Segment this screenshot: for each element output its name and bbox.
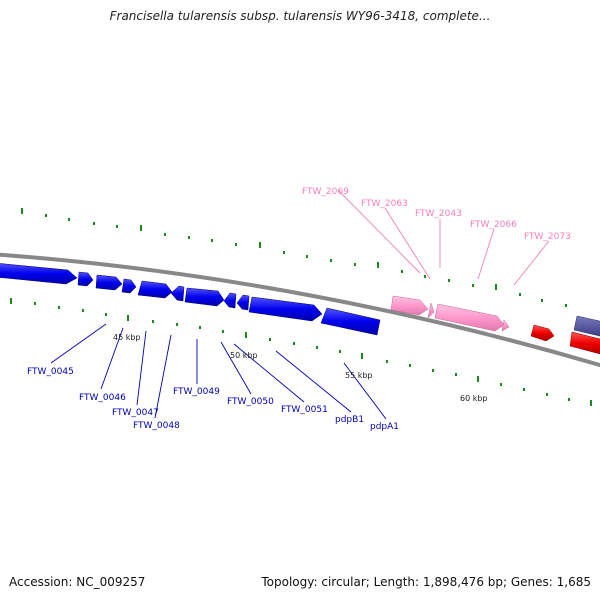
gene-label[interactable]: FTW_0045 [27,367,74,377]
gene-arrow[interactable] [427,302,435,319]
outer-tick-track [21,208,567,307]
gene-label[interactable]: FTW_0047 [112,408,159,418]
label-leader-lines [50,190,550,420]
gene-label[interactable]: FTW_0046 [79,393,126,403]
gene-label[interactable]: FTW_2066 [470,220,517,230]
other-gene-arrow[interactable] [573,315,600,337]
gene-label[interactable]: FTW_0050 [227,397,274,407]
gene-arrow[interactable] [137,280,173,299]
gene-arrow[interactable] [501,319,510,332]
genome-backbone [0,252,600,368]
gene-arrow[interactable] [248,296,323,322]
gene-label[interactable]: pdpB1 [335,415,364,425]
gene-label[interactable]: FTW_2069 [302,187,349,197]
accession-text: Accession: NC_009257 [9,575,146,589]
gene-arrow[interactable] [434,303,505,332]
gene-label[interactable]: pdpA1 [370,422,399,432]
gene-labels-bottom: FTW_0045 FTW_0046 FTW_0047 FTW_0048 FTW_… [27,367,399,432]
scale-labels: 45 kbp 50 kbp 55 kbp 60 kbp [113,333,488,403]
genome-summary-text: Topology: circular; Length: 1,898,476 bp… [261,575,591,589]
gene-arrow[interactable] [320,307,381,336]
gene-arrow[interactable] [390,295,429,316]
scale-label: 55 kbp [345,371,373,380]
map-title: Francisella tularensis subsp. tularensis… [109,9,491,23]
gene-arrow[interactable] [184,287,225,307]
rna-gene-arrow[interactable] [530,324,555,342]
gene-label[interactable]: FTW_0051 [281,405,328,415]
gene-label[interactable]: FTW_2063 [361,199,408,209]
scale-label: 50 kbp [230,351,258,360]
gene-arrow[interactable] [223,292,237,309]
gene-label[interactable]: FTW_2043 [415,209,462,219]
scale-label: 60 kbp [460,394,488,403]
gene-arrow[interactable] [95,274,123,291]
gene-labels-top: FTW_2069 FTW_2063 FTW_2043 FTW_2066 FTW_… [302,187,571,242]
right-edge-features [530,315,600,355]
gene-arrow[interactable] [170,285,185,302]
gene-label[interactable]: FTW_0049 [173,387,220,397]
reverse-gene-track [390,295,510,332]
forward-gene-track [0,263,381,336]
gene-label[interactable]: FTW_0048 [133,421,180,431]
scale-label: 45 kbp [113,333,141,342]
gene-arrow[interactable] [77,271,94,287]
inner-tick-track [10,298,592,406]
gene-arrow[interactable] [0,263,78,285]
gene-label[interactable]: FTW_2073 [524,232,571,242]
gene-arrow[interactable] [236,294,250,311]
rna-gene-arrow[interactable] [569,331,600,355]
gene-arrow[interactable] [121,278,137,294]
